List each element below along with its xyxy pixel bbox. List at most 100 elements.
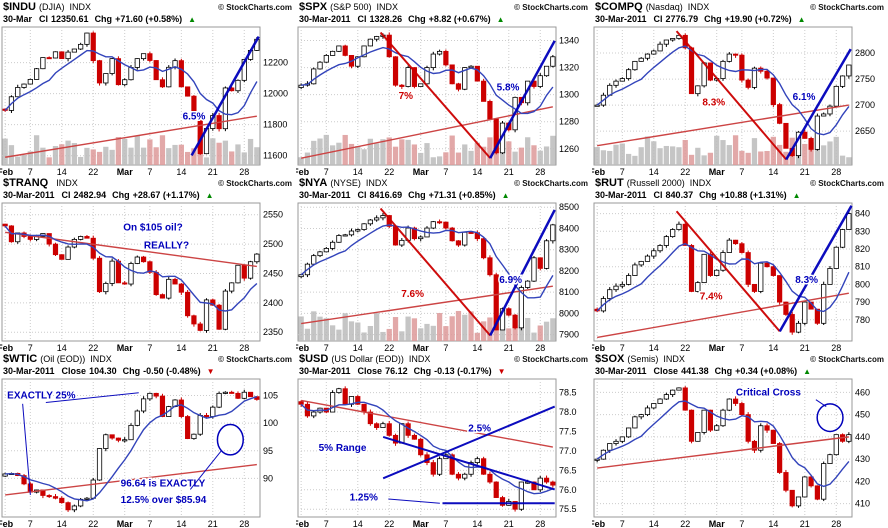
y-axis-label: 77.5 [559,426,577,436]
close-label: Close [61,366,87,376]
annotations: 7% 5.8% [379,31,556,159]
ticker-description: (Semis) [627,354,659,364]
annotation-trendline [189,450,222,490]
ma-50-line [301,46,554,115]
x-axis-label: Mar [117,167,134,177]
copyright-label: © StockCharts.com [810,3,884,12]
x-axis-label: Feb [296,167,310,177]
quote-date: 30-Mar-2011 [595,366,647,376]
price-plot-tranq: 2550 2500 2450 2400 2350 Feb 7 14 22 Mar 7 14 21 28 On… [0,202,283,353]
ma-50-line [300,224,554,299]
y-axis-label: 7900 [559,330,579,340]
annotation-text: On $105 oil? [123,223,182,234]
annotation-trendline [778,205,853,332]
annotation-trendline [388,498,440,504]
chart-panel-rut: $RUT (Russell 2000) INDX © StockCharts.com 3… [592,176,888,353]
y-axis-label: 95 [263,446,273,456]
ticker-class: INDX [689,178,712,188]
x-axis-label: 14 [353,167,363,177]
y-axis-label: 410 [855,499,870,509]
grid-lines: 78.5 78.0 77.5 77.0 76.5 76.0 75.5 Feb 7 14 22 Mar 7… [296,379,577,528]
chart-header-spx: $SPX (S&P 500) INDX © StockCharts.com [296,0,592,14]
ticker-symbol: $INDU [3,1,37,13]
ticker-description: (S&P 500) [330,2,372,12]
x-axis-label: 7 [324,343,329,353]
y-axis-label: 1320 [559,63,579,73]
x-axis-label: 21 [208,343,218,353]
annotation-text: 6.9% [499,275,522,286]
ma-200-line [5,463,257,496]
annotations: 6.5% [181,36,260,156]
x-axis-label: Mar [709,343,726,353]
annotation-text: 12.5% over $85.94 [121,495,207,506]
y-axis-label: 830 [855,226,870,236]
x-axis-label: 14 [649,167,659,177]
plot-area [297,378,557,518]
y-axis-label: 460 [855,387,870,397]
y-axis-label: 2350 [263,327,283,337]
x-axis-label: Feb [0,167,14,177]
chart-subheader-nya: 30-Mar-2011 Cl 8416.69 Chg +71.31 (+0.85%) ▲ [296,190,592,201]
y-axis-label: 2650 [855,126,875,136]
annotation-trendline [190,36,260,156]
up-arrow-icon: ▲ [797,15,806,24]
change-label: Chg [714,366,733,376]
ticker-description: (Nasdaq) [645,2,683,12]
y-axis-label: 8200 [559,266,579,276]
y-axis-label: 1260 [559,144,579,154]
moving-averages [301,46,554,159]
x-axis-label: 14 [176,167,186,177]
up-arrow-icon: ▲ [496,15,505,24]
y-axis-label: 11600 [263,151,287,161]
close-value: 840.37 [665,190,694,200]
annotation-text: 96.64 is EXACTLY [121,479,206,490]
x-axis-label: 22 [384,519,394,528]
x-axis-label: 7 [620,519,625,528]
moving-averages [5,395,258,502]
copyright-label: © StockCharts.com [514,3,588,12]
x-axis-label: 14 [768,343,778,353]
ticker-class: INDX [90,354,112,364]
annotations: Critical Cross [734,386,844,433]
chart-header-rut: $RUT (Russell 2000) INDX © StockCharts.com [592,176,888,190]
annotation-text: REALLY? [144,241,189,252]
x-axis-label: 7 [443,519,448,528]
y-axis-label: 440 [855,432,870,442]
y-axis-label: 90 [263,473,273,483]
chart-panel-tranq: $TRANQ INDX © StockCharts.com 30-Mar-2011 Cl… [0,176,296,353]
x-axis-label: 22 [88,519,98,528]
y-axis-label: 12000 [263,89,288,99]
chart-subheader-compq: 30-Mar-2011 Cl 2776.79 Chg +19.90 (+0.72%) ▲ [592,14,888,25]
ma-50-line [4,49,258,116]
ticker-class: INDX [687,2,710,12]
x-axis-label: 7 [147,519,152,528]
annotation-trendline [379,207,491,337]
chart-header-nya: $NYA (NYSE) INDX © StockCharts.com [296,176,592,190]
close-label: Close [653,366,679,376]
change-value: +71.31 (+0.85%) [428,190,496,200]
plot-area [1,26,261,166]
change-value: -0.50 (-0.48%) [143,366,201,376]
annotations: 7.4% 8.3% [675,205,853,332]
annotation-text: 5.8% [497,82,520,93]
close-label: Cl [653,190,663,200]
y-axis-label: 780 [855,315,870,325]
annotation-trendline [379,31,491,159]
quote-date: 30-Mar [3,14,33,24]
annotation-text: 7.4% [700,292,723,303]
x-axis-label: 14 [649,343,659,353]
y-axis-label: 430 [855,454,870,464]
change-label: Chg [112,190,130,200]
candlesticks [298,212,556,331]
annotation-text: EXACTLY 25% [7,390,75,401]
chart-header-usd: $USD (US Dollar (EOD)) INDX © StockCharts.c… [296,352,592,366]
chart-panel-compq: $COMPQ (Nasdaq) INDX © StockCharts.com 30-Ma… [592,0,888,177]
change-label: Chg [413,366,432,376]
x-axis-label: 14 [176,519,186,528]
x-axis-label: Mar [413,343,430,353]
change-label: Chg [699,190,717,200]
x-axis-label: 21 [208,167,218,177]
price-plot-rut: 840 830 820 810 800 790 780 Feb 7 14 22 Mar 7 14 21 28 7… [592,202,870,353]
chart-panel-sox: $SOX (Semis) INDX © StockCharts.com 30-Mar-2… [592,352,888,528]
